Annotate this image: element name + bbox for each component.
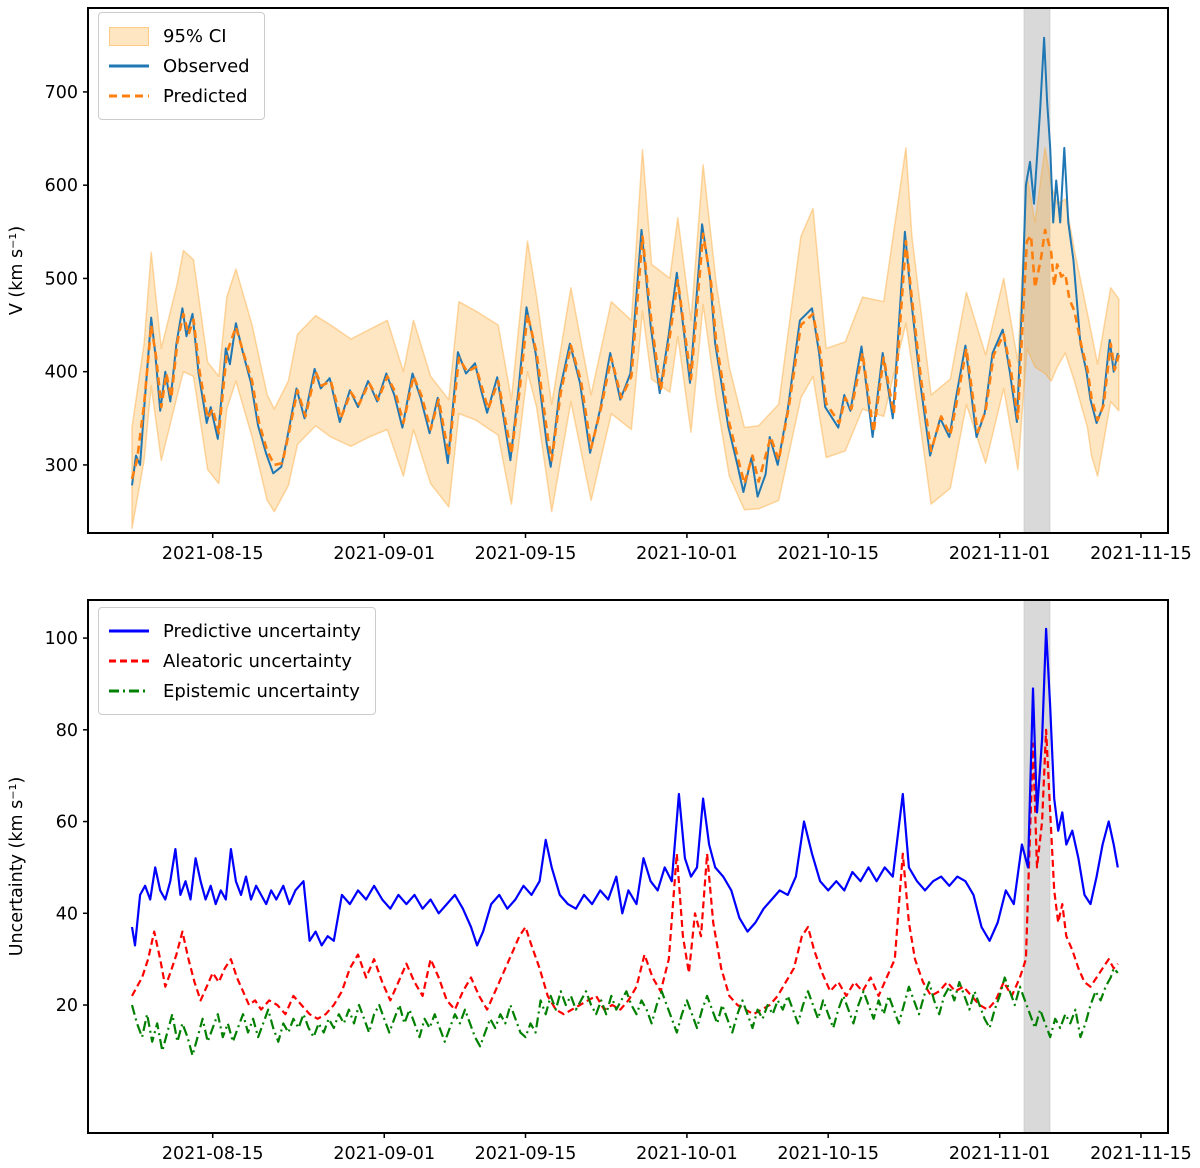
x-tick-label: 2021-11-15	[1090, 1144, 1192, 1164]
event-highlight-band	[1023, 7, 1051, 534]
y-tick-label: 40	[56, 904, 78, 924]
x-tick-label: 2021-11-01	[949, 544, 1051, 564]
x-tick-label: 2021-11-01	[949, 1144, 1051, 1164]
legend-item-predicted: Predicted	[109, 81, 250, 111]
x-tick-label: 2021-10-01	[636, 544, 738, 564]
legend-item-predictive: Predictive uncertainty	[109, 616, 361, 646]
y-tick-label: 300	[45, 456, 78, 476]
aleatoric-uncertainty-line	[131, 728, 1119, 1020]
y-tick-label: 600	[45, 176, 78, 196]
predictive-uncertainty-line	[130, 627, 1119, 947]
bottom-y-axis-label: Uncertainty (km s⁻¹)	[7, 777, 27, 957]
x-tick-label: 2021-10-15	[777, 1144, 879, 1164]
top-panel-frame	[87, 7, 1169, 534]
legend-item-ci: 95% CI	[109, 21, 250, 51]
legend-label-aleatoric: Aleatoric uncertainty	[163, 650, 352, 672]
legend-label-epistemic: Epistemic uncertainty	[163, 680, 360, 702]
y-tick-label: 80	[56, 721, 78, 741]
confidence-interval-band	[131, 147, 1120, 530]
legend-top-panel: 95% CI Observed Predicted	[98, 12, 265, 120]
x-tick-label: 2021-08-15	[162, 544, 264, 564]
epistemic-line-swatch	[109, 688, 149, 694]
top-y-axis-label: V (km s⁻¹)	[7, 226, 27, 315]
x-tick-label: 2021-11-15	[1090, 544, 1192, 564]
observed-line-swatch	[109, 63, 149, 69]
y-tick-label: 400	[45, 363, 78, 383]
legend-item-epistemic: Epistemic uncertainty	[109, 676, 361, 706]
observed-line	[131, 36, 1119, 498]
x-tick-label: 2021-10-15	[777, 544, 879, 564]
bottom-panel-frame	[87, 599, 1169, 1134]
legend-label-predictive: Predictive uncertainty	[163, 620, 361, 642]
y-tick-label: 100	[45, 629, 78, 649]
legend-item-observed: Observed	[109, 51, 250, 81]
x-tick-label: 2021-09-15	[475, 1144, 577, 1164]
x-tick-label: 2021-10-01	[636, 1144, 738, 1164]
y-tick-label: 500	[45, 269, 78, 289]
legend-label-observed: Observed	[163, 55, 250, 77]
predicted-line	[130, 228, 1121, 485]
x-tick-label: 2021-09-01	[333, 1144, 435, 1164]
legend-label-ci: 95% CI	[163, 25, 227, 47]
legend-item-aleatoric: Aleatoric uncertainty	[109, 646, 361, 676]
x-tick-label: 2021-09-15	[475, 544, 577, 564]
aleatoric-line-swatch	[109, 658, 149, 664]
y-tick-label: 700	[45, 83, 78, 103]
x-tick-label: 2021-08-15	[162, 1144, 264, 1164]
ci-patch-swatch	[109, 26, 149, 46]
legend-bottom-panel: Predictive uncertainty Aleatoric uncerta…	[98, 607, 376, 715]
predicted-line-swatch	[109, 93, 149, 99]
legend-label-predicted: Predicted	[163, 85, 248, 107]
y-tick-label: 20	[56, 996, 78, 1016]
x-tick-label: 2021-09-01	[333, 544, 435, 564]
y-tick-label: 60	[56, 813, 78, 833]
epistemic-uncertainty-line	[130, 967, 1119, 1057]
predictive-line-swatch	[109, 628, 149, 634]
